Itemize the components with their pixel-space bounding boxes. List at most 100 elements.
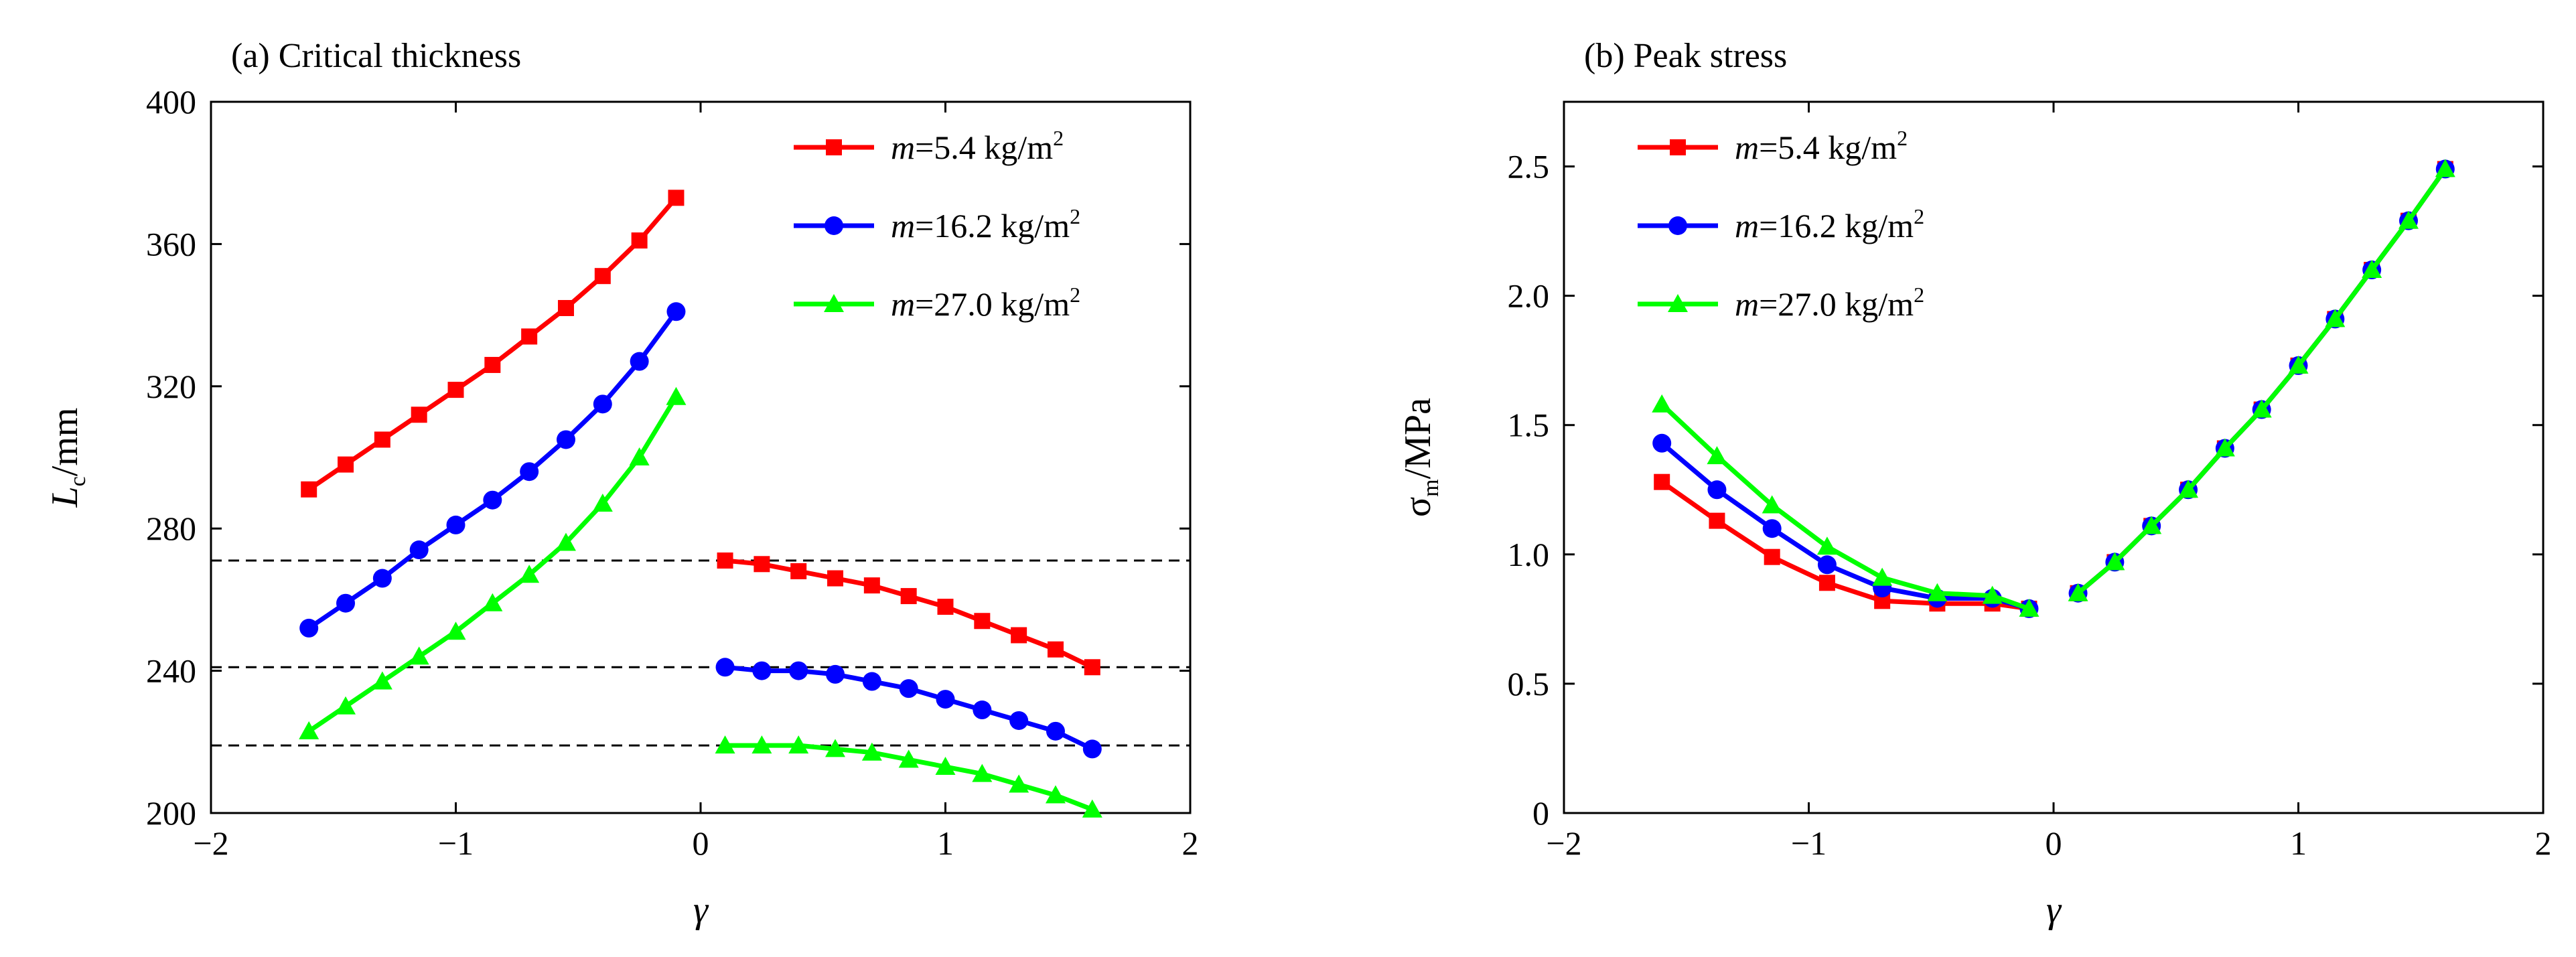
data-point [788,735,809,754]
y-axis-label-subscript: c [66,476,90,486]
data-point [900,588,917,605]
data-point [1818,575,1835,591]
data-point [630,352,649,371]
data-point [1707,446,1727,465]
legend-marker [1668,294,1688,312]
data-point [484,356,501,373]
legend-marker [826,139,842,155]
data-point [2435,159,2455,177]
legend-label: m=27.0 kg/m2 [891,283,1080,323]
chart-title: (a) Critical thickness [231,37,521,75]
data-point [789,661,808,680]
legend-value: =5.4 kg/m [1759,129,1897,166]
legend-marker [825,216,843,235]
legend-variable: m [891,129,915,166]
data-point [752,735,772,754]
legend-superscript: 2 [1914,283,1924,307]
data-point [2214,438,2235,457]
x-tick-label: −2 [1546,824,1581,862]
data-point [861,742,882,761]
data-point [1762,519,1782,538]
data-point [2141,516,2162,534]
data-point [2251,399,2272,418]
data-point [411,407,427,423]
data-point [715,735,735,754]
data-point [1047,641,1064,658]
x-tick-label: 1 [2290,824,2307,862]
chart-title: (b) Peak stress [1584,37,1787,75]
legend-marker [824,294,844,312]
data-point [1927,583,1948,601]
data-point [1707,480,1727,500]
data-point [1009,711,1029,730]
data-point [1011,627,1027,644]
data-point [299,618,319,638]
data-point [2398,210,2419,229]
data-point [2178,480,2199,498]
legend-marker [1670,139,1686,155]
data-point [668,190,685,206]
data-point [557,299,574,316]
y-tick-label: 0 [1532,794,1549,832]
data-point [556,430,575,449]
data-point [752,661,772,680]
data-point [827,570,844,587]
y-axis-label-unit: /mm [44,408,86,477]
data-point [1709,512,1725,529]
legend-label: m=16.2 kg/m2 [891,204,1080,244]
legend-value: =16.2 kg/m [1759,207,1914,244]
data-point [754,556,770,573]
data-point [973,701,992,720]
x-tick-label: −1 [1791,824,1827,862]
data-point [2019,598,2040,617]
x-tick-label: −1 [438,824,474,862]
x-tick-label: 0 [2046,824,2062,862]
data-point [592,494,613,512]
legend-value: =16.2 kg/m [915,207,1070,244]
x-axis-label: γ [2046,889,2062,931]
data-point [826,664,845,684]
y-axis-label: σm/MPa [1397,398,1443,517]
y-tick-label: 0.5 [1508,665,1550,703]
data-point [937,599,954,615]
data-point [974,613,991,630]
series-circle [299,302,1102,759]
data-point [631,232,648,249]
data-point [519,565,540,583]
data-point [1872,567,1893,586]
data-point [972,763,993,782]
data-point [1652,433,1672,453]
data-point [666,386,687,405]
x-tick-label: 1 [937,824,954,862]
y-tick-label: 1.0 [1508,536,1550,573]
y-tick-label: 1.5 [1508,407,1550,444]
data-point [825,739,846,757]
data-point [1817,555,1837,575]
legend-label: m=5.4 kg/m2 [891,126,1064,166]
data-point [1816,536,1837,555]
data-point [1046,721,1065,741]
y-tick-label: 200 [146,794,196,832]
data-point [521,328,538,345]
y-axis-label: Lc/mm [44,408,90,508]
data-point [2104,552,2125,571]
data-point [1764,548,1780,565]
legend-label: m=27.0 kg/m2 [1735,283,1924,323]
series-triangle [299,386,1102,818]
legend-value: =27.0 kg/m [1759,285,1914,323]
legend-superscript: 2 [1070,204,1080,228]
data-point [936,690,955,709]
data-point [1982,585,2003,604]
data-point [1009,774,1029,793]
data-point [898,749,919,768]
data-point [1082,739,1102,759]
x-tick-label: 2 [1182,824,1199,862]
data-point [482,593,503,611]
data-point [935,756,956,775]
data-point [899,679,918,698]
legend-variable: m [891,285,915,323]
legend-label: m=5.4 kg/m2 [1735,126,1908,166]
data-point [790,563,807,579]
y-axis-label-symbol: L [44,486,86,508]
data-point [447,382,464,398]
